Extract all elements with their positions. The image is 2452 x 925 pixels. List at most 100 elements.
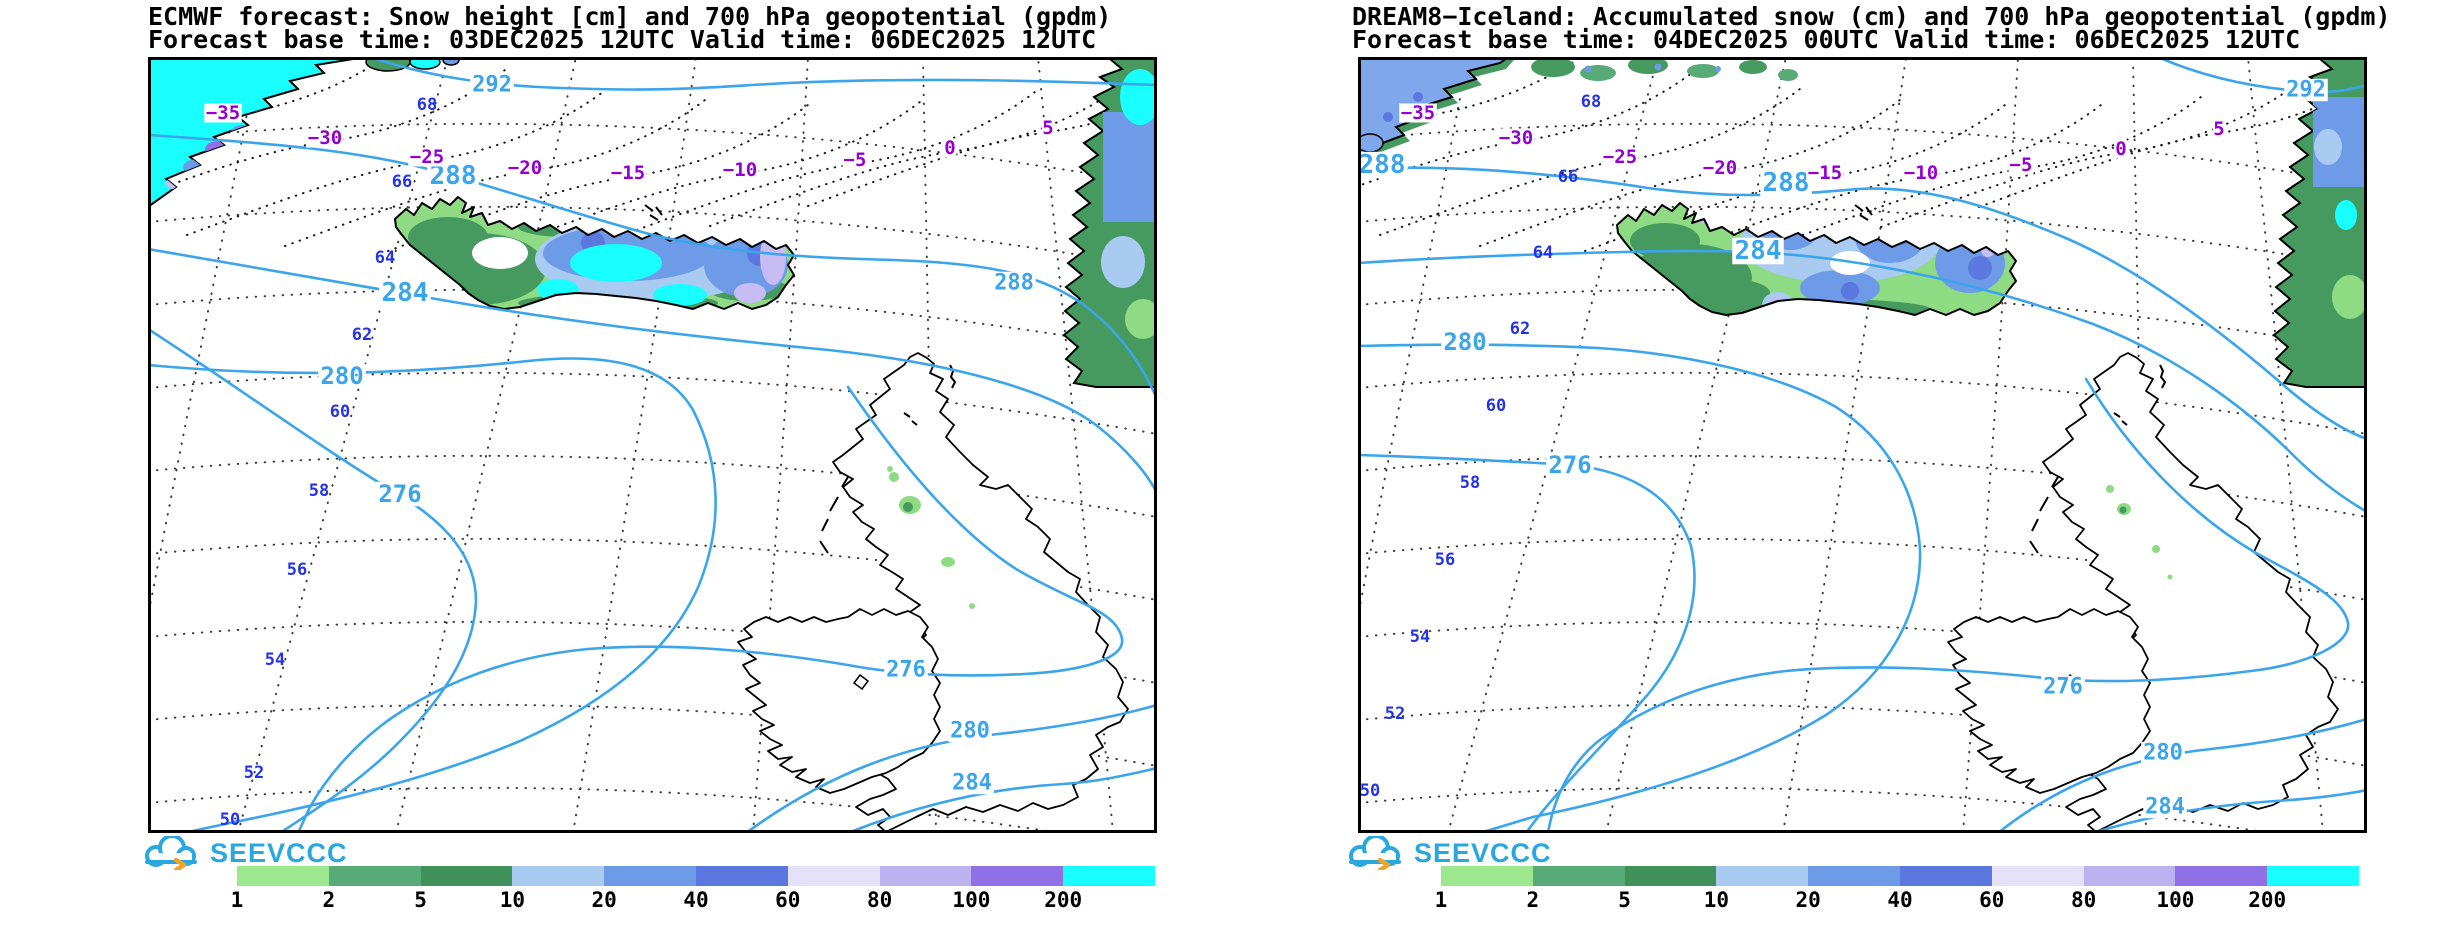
temperature-labels: −35 −30 −25 −20 −15 −10 −5 0 5 bbox=[204, 102, 1055, 184]
svg-text:276: 276 bbox=[886, 658, 926, 683]
logo-text: SEEVCCC bbox=[210, 837, 348, 868]
svg-text:−10: −10 bbox=[1904, 162, 1938, 184]
svg-text:68: 68 bbox=[1581, 92, 1601, 112]
svg-text:64: 64 bbox=[1533, 243, 1553, 263]
snow-colorbar-labels: 1 2 5 10 20 40 60 80 100 200 bbox=[1435, 888, 2359, 912]
svg-text:60: 60 bbox=[330, 402, 350, 422]
svg-text:284: 284 bbox=[382, 278, 429, 308]
panel-title-block: DREAM8−Iceland: Accumulated snow (cm) an… bbox=[1352, 4, 2391, 54]
colorbar-value: 40 bbox=[683, 888, 709, 912]
svg-text:284: 284 bbox=[2145, 795, 2185, 820]
svg-text:−5: −5 bbox=[2010, 154, 2033, 176]
colorbar-segment bbox=[512, 866, 605, 886]
map-border bbox=[1358, 57, 2367, 833]
latitude-labels: 68 66 64 62 60 58 56 54 52 50 bbox=[220, 95, 437, 830]
colorbar-segment bbox=[420, 866, 513, 886]
panel-subtitle: Forecast base time: 04DEC2025 00UTC Vali… bbox=[1352, 25, 2301, 54]
colorbar-value: 60 bbox=[775, 888, 801, 912]
svg-text:288: 288 bbox=[994, 271, 1034, 296]
svg-text:50: 50 bbox=[220, 810, 240, 830]
svg-text:292: 292 bbox=[472, 73, 512, 98]
svg-text:280: 280 bbox=[1443, 328, 1486, 356]
svg-text:280: 280 bbox=[2143, 741, 2183, 766]
svg-text:−5: −5 bbox=[844, 149, 867, 171]
greenland-snow bbox=[1358, 57, 1798, 178]
colorbar-segment bbox=[1063, 866, 1155, 886]
snow-colorbar bbox=[237, 866, 1155, 886]
colorbar-segment bbox=[1808, 866, 1900, 886]
colorbar-value: 1 bbox=[230, 888, 244, 912]
svg-text:52: 52 bbox=[244, 763, 264, 783]
colorbar-segment bbox=[971, 866, 1064, 886]
colorbar-value: 20 bbox=[1795, 888, 1821, 912]
cloud-logo-icon bbox=[1342, 836, 1406, 870]
svg-text:58: 58 bbox=[309, 481, 329, 501]
contour-labels: 292 288 288 284 280 276 276 280 284 bbox=[1358, 78, 2328, 820]
svg-text:−25: −25 bbox=[1603, 146, 1637, 168]
colorbar-value: 80 bbox=[2070, 888, 2097, 912]
colorbar-value: 10 bbox=[499, 888, 526, 912]
colorbar-segment bbox=[695, 866, 788, 886]
svg-text:62: 62 bbox=[1510, 319, 1530, 339]
colorbar-value: 100 bbox=[2156, 888, 2195, 912]
svg-text:64: 64 bbox=[375, 248, 395, 268]
british-isles bbox=[1854, 204, 2339, 833]
colorbar-segment bbox=[1899, 866, 1992, 886]
svg-text:288: 288 bbox=[1763, 168, 1810, 198]
map-border bbox=[148, 57, 1157, 833]
svg-text:292: 292 bbox=[2286, 78, 2326, 103]
colorbar-value: 40 bbox=[1887, 888, 1913, 912]
svg-text:5: 5 bbox=[1042, 117, 1053, 139]
svg-text:66: 66 bbox=[392, 172, 412, 192]
colorbar-value: 1 bbox=[1434, 888, 1448, 912]
seevccc-logo: SEEVCCC bbox=[1342, 836, 1552, 870]
colorbar-segment bbox=[237, 866, 329, 886]
colorbar-segment bbox=[2267, 866, 2359, 886]
svg-text:−30: −30 bbox=[308, 127, 342, 149]
colorbar-value: 20 bbox=[591, 888, 617, 912]
colorbar-value: 2 bbox=[322, 888, 336, 912]
svg-text:284: 284 bbox=[1735, 236, 1782, 266]
svg-text:280: 280 bbox=[320, 362, 363, 390]
colorbar-segment bbox=[787, 866, 880, 886]
svg-text:52: 52 bbox=[1385, 704, 1405, 724]
colorbar-segment bbox=[2083, 866, 2176, 886]
svg-text:54: 54 bbox=[265, 650, 285, 670]
colorbar-value: 100 bbox=[952, 888, 991, 912]
logo-text: SEEVCCC bbox=[1414, 837, 1552, 868]
norway-snow bbox=[1063, 57, 1157, 388]
svg-text:0: 0 bbox=[944, 137, 955, 159]
svg-text:56: 56 bbox=[287, 560, 307, 580]
svg-text:0: 0 bbox=[2115, 138, 2126, 160]
colorbar-segment bbox=[1716, 866, 1809, 886]
arctic-coast-snow bbox=[1531, 57, 1798, 81]
seevccc-logo: SEEVCCC bbox=[138, 836, 348, 870]
svg-text:276: 276 bbox=[2043, 675, 2083, 700]
panel-dream8: DREAM8−Iceland: Accumulated snow (cm) an… bbox=[1352, 0, 2442, 925]
svg-text:54: 54 bbox=[1410, 627, 1430, 647]
cloud-logo-icon bbox=[138, 836, 202, 870]
colorbar-segment bbox=[328, 866, 421, 886]
svg-text:276: 276 bbox=[1548, 451, 1591, 479]
panel-subtitle: Forecast base time: 03DEC2025 12UTC Vali… bbox=[148, 25, 1097, 54]
latitude-labels: 68 66 64 62 60 58 56 54 52 50 bbox=[1360, 92, 1601, 801]
svg-text:276: 276 bbox=[378, 480, 421, 508]
colorbar-segment bbox=[1532, 866, 1625, 886]
svg-text:−15: −15 bbox=[1808, 162, 1842, 184]
svg-text:−10: −10 bbox=[723, 159, 757, 181]
svg-text:50: 50 bbox=[1360, 781, 1380, 801]
svg-text:−20: −20 bbox=[508, 157, 542, 179]
svg-text:56: 56 bbox=[1435, 550, 1455, 570]
colorbar-segment bbox=[1624, 866, 1717, 886]
norway-snow bbox=[2273, 57, 2367, 388]
svg-text:58: 58 bbox=[1460, 473, 1480, 493]
snow-colorbar bbox=[1441, 866, 2359, 886]
svg-text:66: 66 bbox=[1558, 167, 1578, 187]
colorbar-segment bbox=[1441, 866, 1533, 886]
svg-text:288: 288 bbox=[1359, 150, 1406, 180]
scotland-snow-spots bbox=[887, 466, 975, 609]
colorbar-value: 200 bbox=[2248, 888, 2287, 912]
colorbar-value: 60 bbox=[1979, 888, 2005, 912]
panel-title-block: ECMWF forecast: Snow height [cm] and 700… bbox=[148, 4, 1111, 54]
